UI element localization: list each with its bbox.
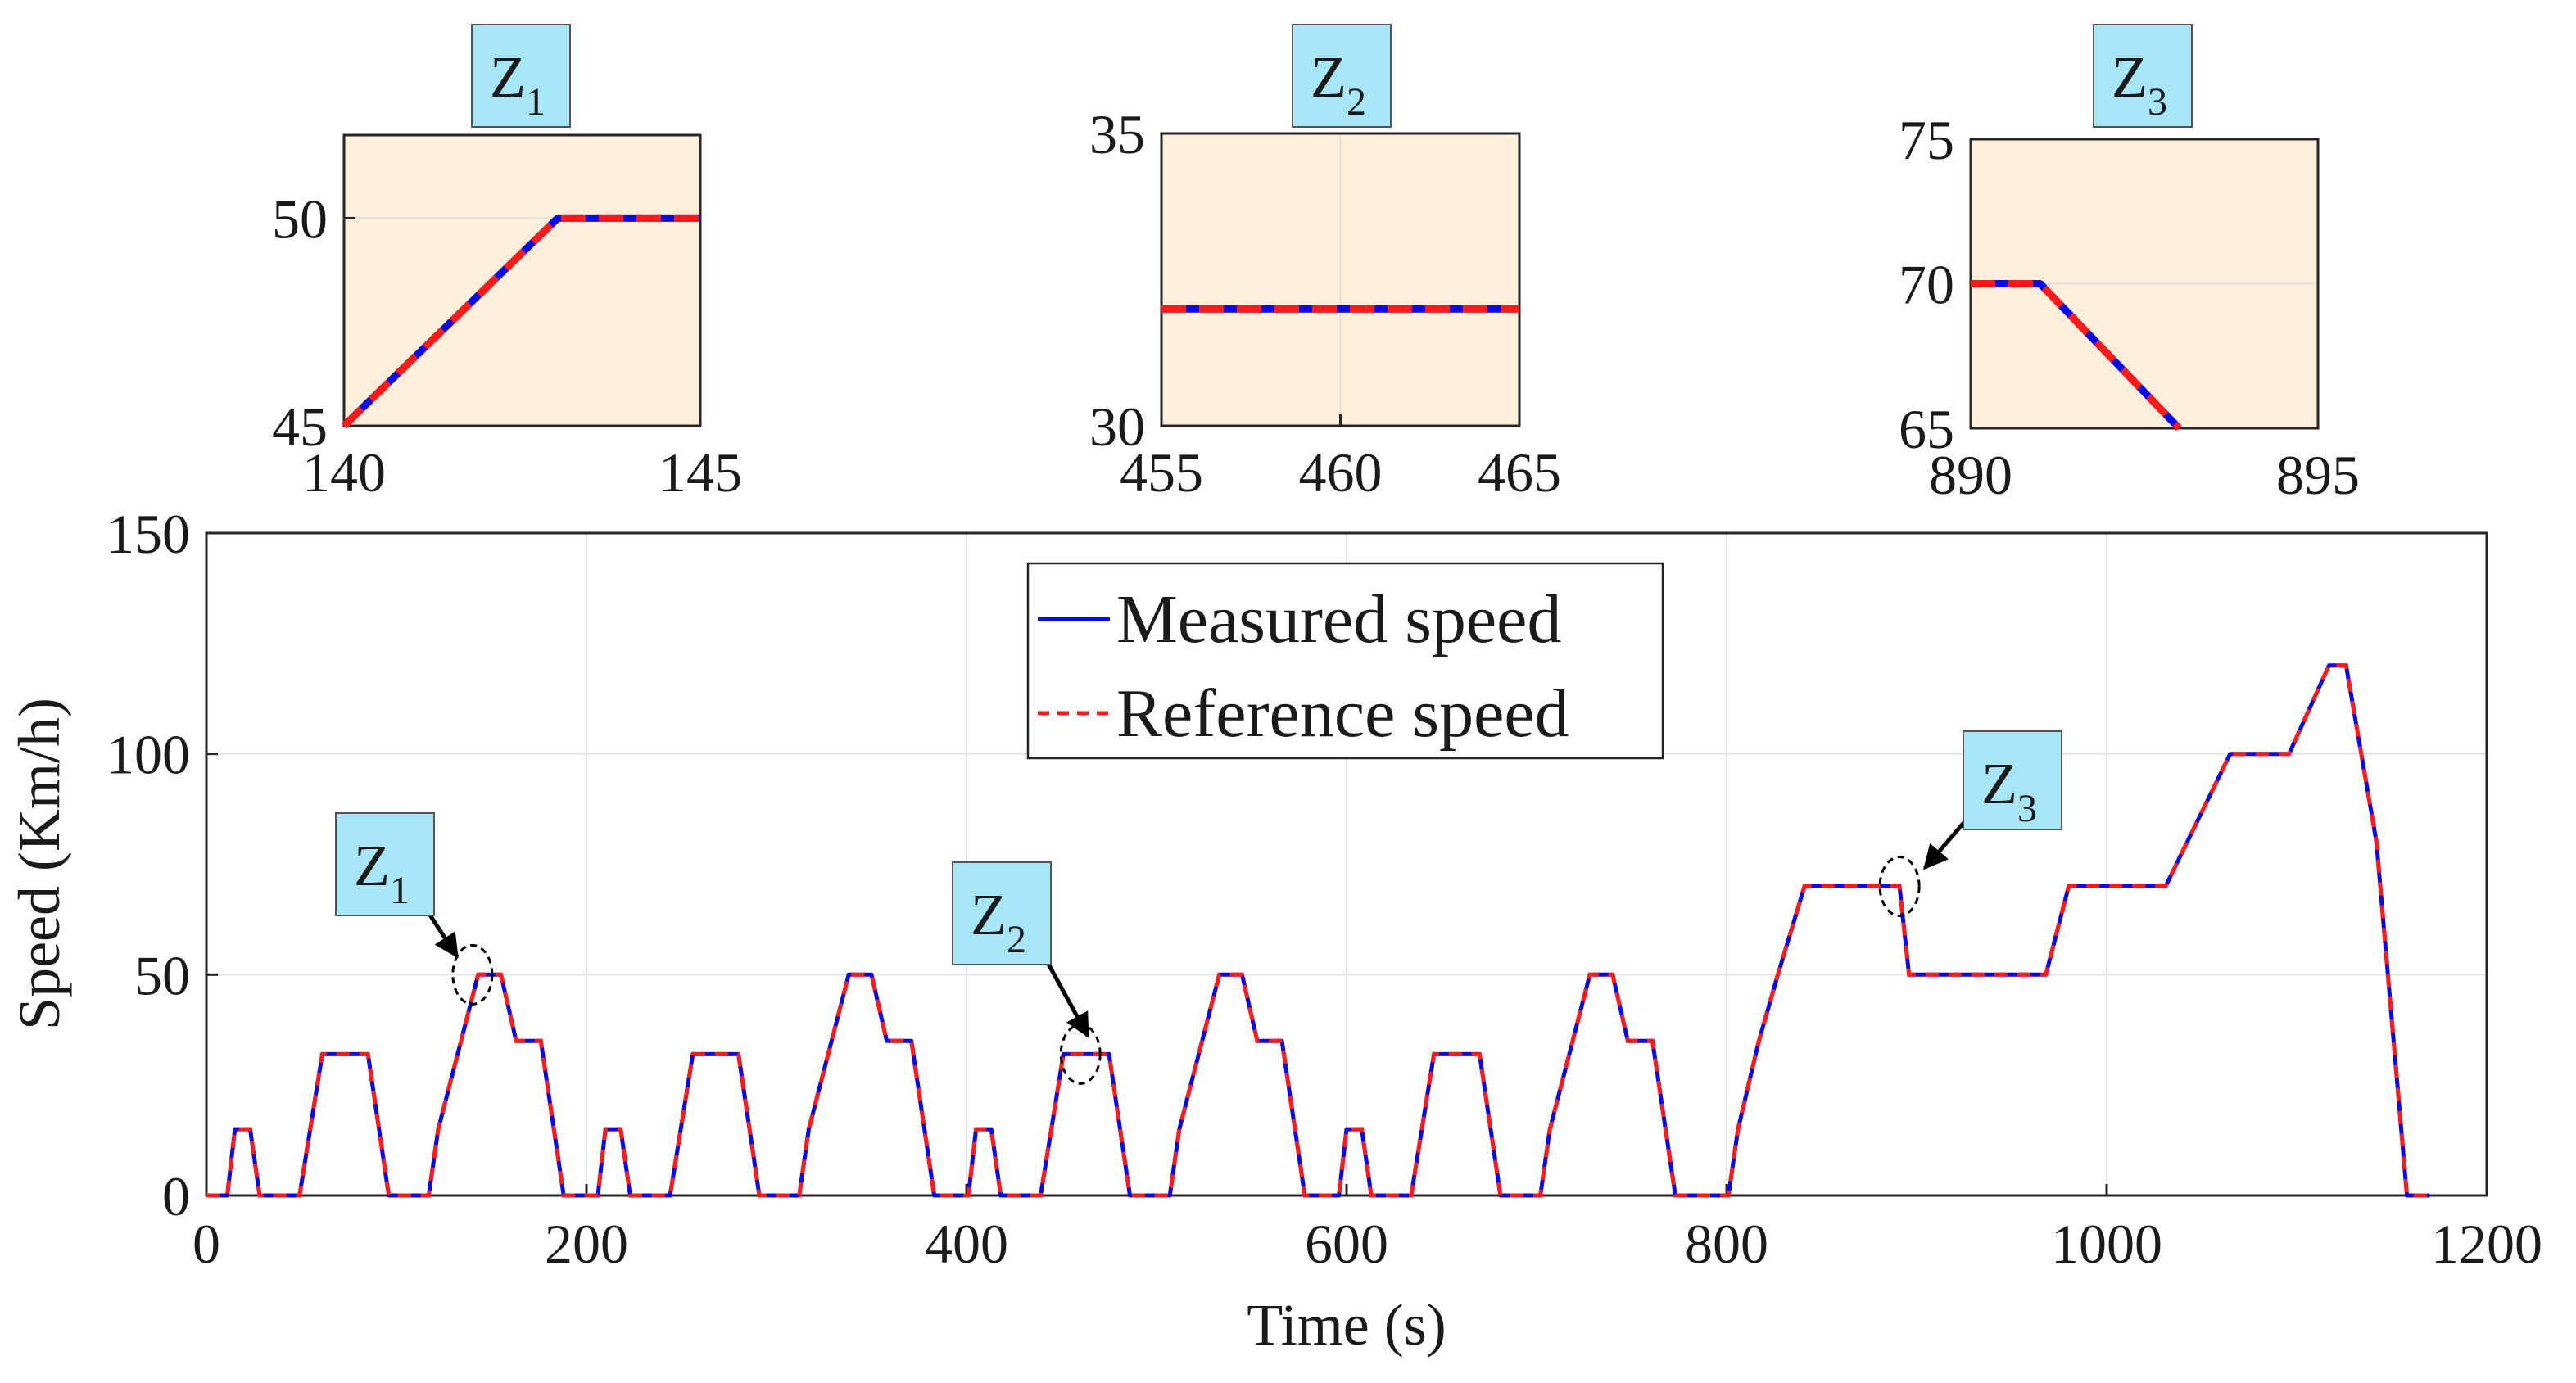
zoom-arrow-1 xyxy=(427,912,460,959)
inset-2-title-text: Z2 xyxy=(1311,44,1366,124)
inset-1-plot-area xyxy=(344,135,700,426)
inset-2-xtick-label: 465 xyxy=(1478,441,1561,504)
inset-1-title: Z1 xyxy=(471,24,571,128)
inset-3-axes: 890 895 65 70 75 xyxy=(1899,109,2360,506)
zoom-label-main-1: Z1 xyxy=(335,812,435,916)
main-xtick-label: 1200 xyxy=(2431,1213,2542,1275)
inset-2-ytick-label: 30 xyxy=(1089,395,1145,458)
inset-3-xtick-label: 890 xyxy=(1929,444,2012,506)
main-ytick-label: 150 xyxy=(106,503,190,565)
legend-box xyxy=(1026,562,1664,760)
inset-3-reference-line xyxy=(1971,280,2182,432)
main-xtick-label: 1000 xyxy=(2051,1213,2162,1275)
inset-2-xtick-label: 460 xyxy=(1299,441,1383,504)
main-ytick-label: 0 xyxy=(162,1165,190,1227)
inset-3-title-bg xyxy=(2093,24,2193,128)
main-xtick-label: 200 xyxy=(545,1213,628,1275)
inset-3-xtick-label: 895 xyxy=(2276,444,2360,506)
inset-3-ytick-label: 65 xyxy=(1899,398,1954,460)
legend: Measured speed Reference speed xyxy=(1026,562,1664,760)
inset-3-title: Z3 xyxy=(2093,24,2193,128)
legend-label-measured: Measured speed xyxy=(1116,581,1561,658)
inset-1-xtick-label: 140 xyxy=(302,441,386,504)
zoom-label-main-2-text: Z2 xyxy=(971,882,1026,961)
main-measured-line xyxy=(206,663,2430,1198)
inset-3-title-text: Z3 xyxy=(2112,44,2167,124)
zoom-label-main-1-bg xyxy=(335,812,435,916)
inset-3-ytick-label: 75 xyxy=(1899,109,1954,171)
main-xtick-label: 0 xyxy=(192,1213,220,1275)
inset-1-ytick-label: 45 xyxy=(272,395,328,458)
x-axis-label: Time (s) xyxy=(1247,1292,1446,1358)
zoom-label-main-3-text: Z3 xyxy=(1981,751,2037,830)
inset-1-axes: 140 145 45 50 xyxy=(272,133,742,504)
main-xtick-label: 400 xyxy=(925,1213,1008,1275)
inset-1-title-bg xyxy=(471,24,571,128)
inset-2-title: Z2 xyxy=(1292,24,1392,128)
zoom-label-main-1-text: Z1 xyxy=(354,833,410,912)
main-axes: 0 200 400 600 800 1000 1200 0 50 100 150 xyxy=(106,503,2542,1275)
inset-3-ytick-label: 70 xyxy=(1899,254,1954,316)
inset-1-reference-line xyxy=(341,214,700,429)
y-axis-label: Speed (Km/h) xyxy=(7,698,72,1030)
legend-label-reference: Reference speed xyxy=(1116,676,1569,752)
zoom-region-marker-1 xyxy=(451,943,494,1006)
zoom-region-marker-3 xyxy=(1878,855,1921,917)
main-ytick-label: 50 xyxy=(134,944,190,1006)
main-xtick-label: 800 xyxy=(1685,1213,1768,1275)
zoom-label-main-3: Z3 xyxy=(1963,730,2062,830)
zoom-label-main-2: Z2 xyxy=(952,861,1052,965)
zoom-arrow-3 xyxy=(1923,819,1967,870)
zoom-label-main-3-bg xyxy=(1963,730,2062,830)
inset-1-frame xyxy=(342,133,702,427)
inset-2-ytick-label: 35 xyxy=(1089,103,1145,165)
inset-2-title-bg xyxy=(1292,24,1392,128)
zoom-label-main-2-bg xyxy=(952,861,1052,965)
inset-1-title-text: Z1 xyxy=(490,44,546,124)
main-ytick-label: 100 xyxy=(106,724,190,786)
main-xtick-label: 600 xyxy=(1305,1213,1388,1275)
inset-1-ytick-label: 50 xyxy=(272,188,328,250)
inset-2-axes: 455 460 465 30 35 xyxy=(1089,103,1561,504)
inset-2-xtick-label: 455 xyxy=(1120,441,1203,504)
zoom-arrow-2 xyxy=(1043,956,1090,1038)
inset-1-xtick-label: 145 xyxy=(659,441,742,504)
